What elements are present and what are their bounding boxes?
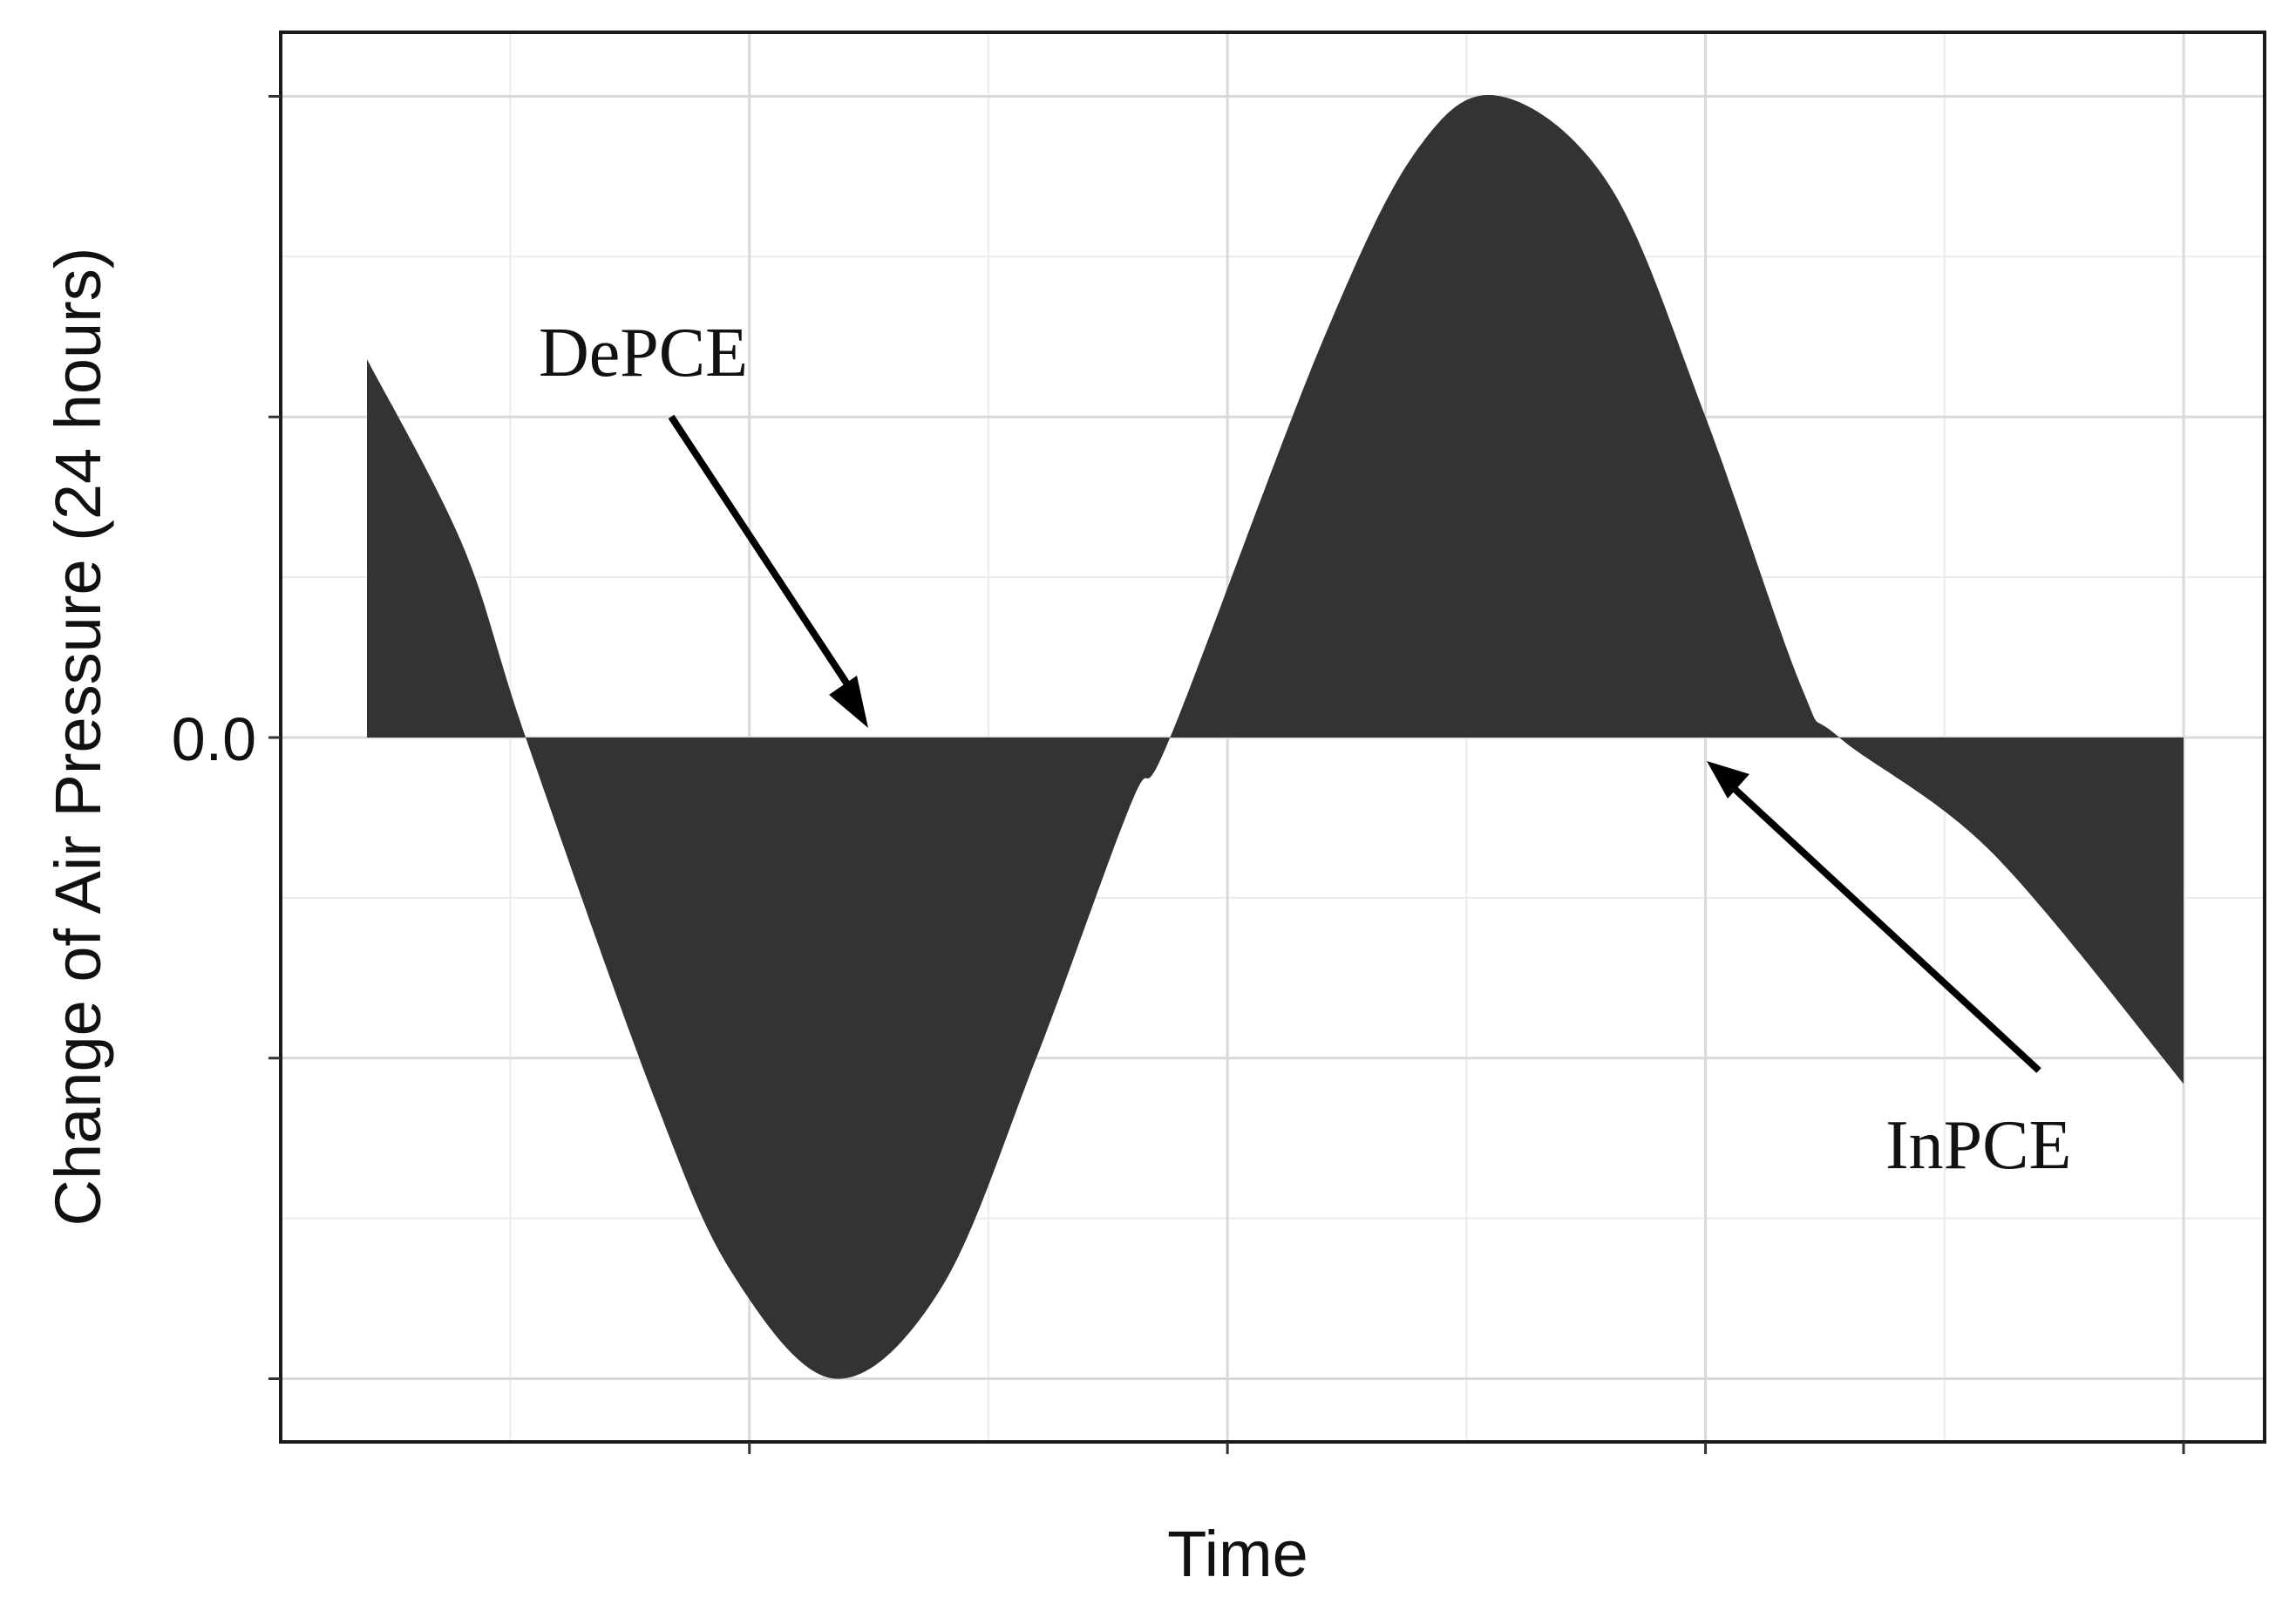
annotation-depce-arrow <box>668 414 859 700</box>
annotation-inpce-label: InPCE <box>1885 1107 2071 1184</box>
x-axis-label: Time <box>1167 1518 1308 1590</box>
annotation-depce-arrowhead <box>829 676 868 728</box>
annotation-depce-label: DePCE <box>539 315 748 391</box>
y-axis-ticks: 0.0 <box>172 95 281 1380</box>
annotation-inpce-arrowhead <box>1707 761 1749 799</box>
x-axis-ticks <box>748 1442 2185 1454</box>
pressure-change-area <box>367 95 2184 1379</box>
y-axis-label: Change of Air Pressure (24 hours) <box>42 248 114 1227</box>
annotation-inpce-arrow <box>1732 786 2041 1073</box>
annotation-depce: DePCE <box>539 315 868 728</box>
annotation-inpce: InPCE <box>1707 761 2071 1184</box>
y-tick-label-2: 0.0 <box>172 705 256 773</box>
